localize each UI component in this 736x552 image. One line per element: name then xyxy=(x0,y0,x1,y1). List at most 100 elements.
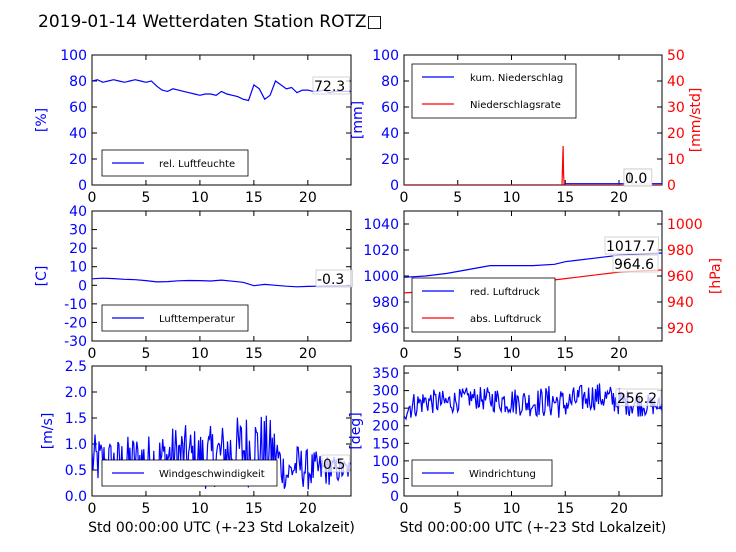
legend-entry: abs. Luftdruck xyxy=(470,314,541,325)
y-tick-label: 350 xyxy=(372,366,399,382)
x-tick-label: 10 xyxy=(503,346,521,362)
x-tick-label: 0 xyxy=(400,190,409,206)
y-tick-label: 50 xyxy=(381,471,399,487)
x-tick-label: 10 xyxy=(191,190,209,206)
y-tick-label: 300 xyxy=(372,384,399,400)
legend-entry: Lufttemperatur xyxy=(159,314,236,325)
y-tick-label: 80 xyxy=(381,74,399,90)
y-tick-label: 30 xyxy=(69,223,87,239)
last-value-box xyxy=(615,388,662,407)
y-tick-label: 1020 xyxy=(363,243,399,259)
panel-temperature: 0 5 10 15 20 -30 -20 -10 0 10 20 30 40 [C] Lufttempera… xyxy=(34,204,353,362)
x-tick-label: 5 xyxy=(141,501,150,517)
x-tick-label: 10 xyxy=(191,501,209,517)
y-tick-label: 960 xyxy=(372,321,399,337)
legend-entry: Niederschlagsrate xyxy=(470,100,561,111)
y-tick-label: 1.5 xyxy=(65,411,87,427)
panel-windspeed: 0 5 10 15 20 0.0 0.5 1.0 1.5 2.0 2.5 [m/s] Std 00:00… xyxy=(40,359,355,536)
y-tick-label: 20 xyxy=(381,152,399,168)
y-tick-label: 10 xyxy=(69,260,87,276)
y-tick-label: 80 xyxy=(69,74,87,90)
y-tick-label: 250 xyxy=(372,401,399,417)
x-tick-label: 10 xyxy=(191,346,209,362)
x-tick-label: 15 xyxy=(556,190,574,206)
y-tick-label: 100 xyxy=(372,454,399,470)
last-value-box xyxy=(321,454,351,473)
x-tick-label: 20 xyxy=(299,190,317,206)
legend: rel. Luftfeuchte xyxy=(101,149,249,177)
y-tick-label: 60 xyxy=(381,100,399,116)
y2-tick-label: 20 xyxy=(667,126,685,142)
last-value-box xyxy=(623,168,653,187)
x-tick-label: 20 xyxy=(610,501,628,517)
y2-axis-label: [hPa] xyxy=(708,258,724,294)
y-tick-label: -20 xyxy=(64,315,87,331)
x-axis-label: Std 00:00:00 UTC (+-23 Std Lokalzeit) xyxy=(88,520,355,536)
y-tick-label: 1000 xyxy=(363,269,399,285)
series-line-rel. Luftfeuchte xyxy=(92,79,351,102)
y-tick-label: 100 xyxy=(60,48,87,64)
y-tick-label: 60 xyxy=(69,100,87,116)
x-tick-label: 20 xyxy=(299,346,317,362)
last-value-box xyxy=(612,254,659,273)
last-value-label: 964.6 xyxy=(614,257,654,273)
x-tick-label: 10 xyxy=(503,190,521,206)
y2-tick-label: 40 xyxy=(667,74,685,90)
y2-tick-label: 920 xyxy=(667,321,694,337)
y-tick-label: 0.0 xyxy=(65,489,87,505)
legend-entry: Windgeschwindigkeit xyxy=(159,469,265,480)
panel-precipitation: 0 5 10 15 20 0 20 40 60 80 100 0 10 20 30 40 50 [mm] [mm/s… xyxy=(350,48,704,206)
x-tick-label: 5 xyxy=(141,190,150,206)
panel-humidity: 0 5 10 15 20 0 20 40 60 80 100 [%] rel. Luftfeuchte 7… xyxy=(34,48,352,206)
y-tick-label: 200 xyxy=(372,419,399,435)
legend: red. Luftdruck abs. Luftdruck xyxy=(411,277,556,333)
y-tick-label: 150 xyxy=(372,436,399,452)
y-axis-label: [mm] xyxy=(350,101,366,139)
y2-tick-label: 1000 xyxy=(667,217,703,233)
y-tick-label: 1.0 xyxy=(65,437,87,453)
x-tick-label: 15 xyxy=(245,190,263,206)
legend-entry: red. Luftdruck xyxy=(470,287,540,298)
y2-axis-label: [mm/std] xyxy=(688,88,704,153)
y-axis-label: [C] xyxy=(34,266,50,287)
legend: kum. Niederschlag Niederschlagsrate xyxy=(411,63,577,119)
legend-entry: kum. Niederschlag xyxy=(470,73,563,84)
x-tick-label: 0 xyxy=(400,501,409,517)
legend: Windrichtung xyxy=(411,459,553,487)
x-tick-label: 0 xyxy=(88,346,97,362)
last-value-label: 0.5 xyxy=(323,457,345,473)
last-value-label: 256.2 xyxy=(617,391,657,407)
x-tick-label: 0 xyxy=(88,190,97,206)
x-axis-label: Std 00:00:00 UTC (+-23 Std Lokalzeit) xyxy=(400,520,667,536)
x-tick-label: 5 xyxy=(453,501,462,517)
legend: Lufttemperatur xyxy=(101,304,249,332)
y2-tick-label: 960 xyxy=(667,269,694,285)
y-axis-label: [%] xyxy=(34,108,50,132)
y-tick-label: 980 xyxy=(372,295,399,311)
y2-tick-label: 50 xyxy=(667,48,685,64)
x-tick-label: 20 xyxy=(610,346,628,362)
x-tick-label: 10 xyxy=(503,501,521,517)
y-tick-label: 0 xyxy=(78,278,87,294)
y2-tick-label: 0 xyxy=(667,178,676,194)
y-tick-label: 0 xyxy=(390,489,399,505)
y2-tick-label: 30 xyxy=(667,100,685,116)
y-tick-label: 0 xyxy=(390,178,399,194)
legend-entry: rel. Luftfeuchte xyxy=(159,159,235,170)
legend-entry: Windrichtung xyxy=(469,469,536,480)
panel-pressure: 0 5 10 15 20 960 980 1000 1020 1040 920 940 960 980 10… xyxy=(363,210,724,362)
y-tick-label: 2.0 xyxy=(65,385,87,401)
figure-title: 2019-01-14 Wetterdaten Station ROTZ□ xyxy=(38,12,383,32)
y2-tick-label: 940 xyxy=(667,295,694,311)
y-tick-label: 100 xyxy=(372,48,399,64)
x-tick-label: 20 xyxy=(610,190,628,206)
y-tick-label: 2.5 xyxy=(65,359,87,375)
y-tick-label: 20 xyxy=(69,152,87,168)
legend: Windgeschwindigkeit xyxy=(101,459,278,487)
x-tick-label: 20 xyxy=(299,501,317,517)
x-tick-label: 15 xyxy=(556,501,574,517)
y-tick-label: -30 xyxy=(64,334,87,350)
x-tick-label: 5 xyxy=(453,346,462,362)
x-tick-label: 5 xyxy=(141,346,150,362)
series-line-Niederschlagsrate xyxy=(404,145,662,185)
